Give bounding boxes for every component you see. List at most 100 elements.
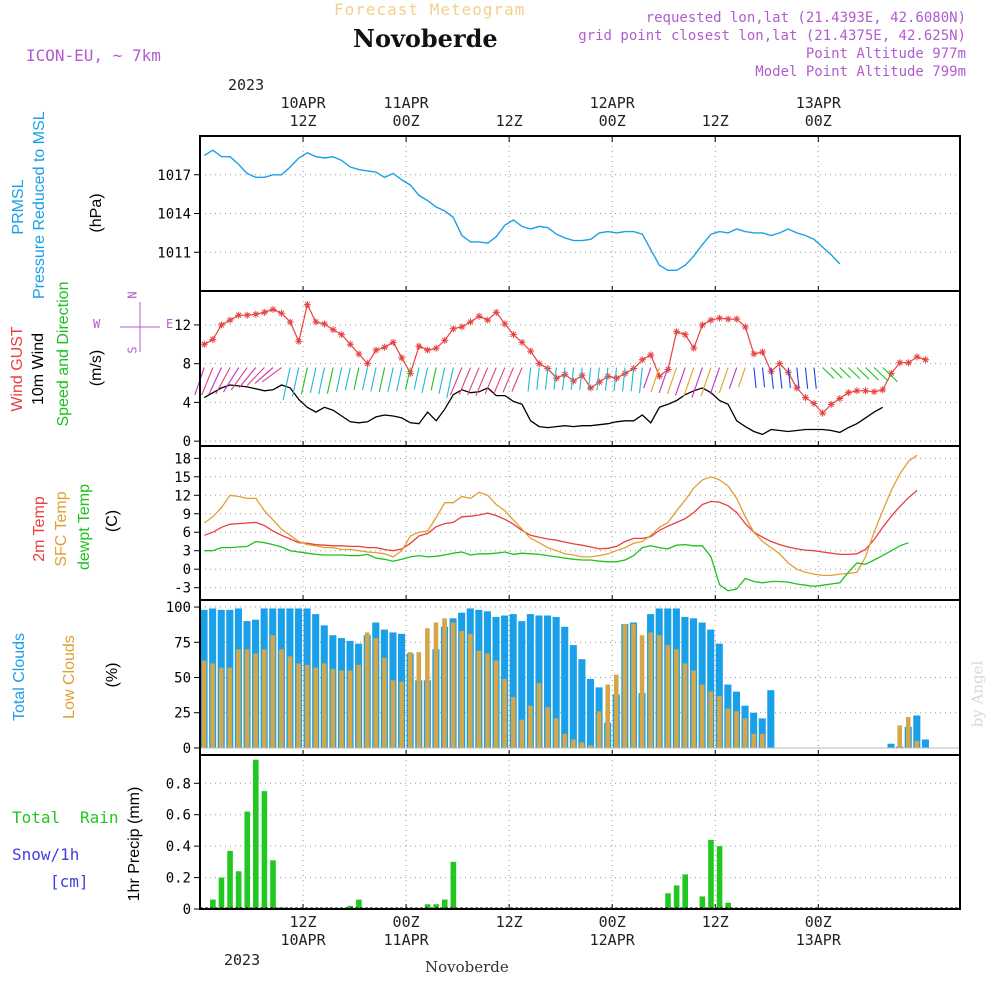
rain-bar bbox=[244, 811, 251, 909]
wind-arrow bbox=[344, 367, 351, 391]
sfc-temp-line bbox=[203, 454, 918, 577]
wind-arrow bbox=[361, 367, 368, 391]
y-tick-label: 0 bbox=[183, 902, 191, 918]
gust-marker bbox=[329, 326, 337, 334]
gust-marker bbox=[595, 378, 603, 386]
low-clouds-bar bbox=[691, 670, 696, 748]
gust-marker bbox=[793, 384, 801, 392]
panel-frame bbox=[199, 290, 961, 447]
wind-arrow bbox=[378, 367, 386, 393]
wind-arrow bbox=[291, 367, 300, 397]
bottom-year: 2023 bbox=[224, 951, 261, 969]
bottom-date-label: 10APR bbox=[280, 931, 326, 949]
wind-arrow bbox=[246, 367, 265, 386]
y-tick-label: 0.2 bbox=[166, 871, 191, 887]
panel-frame bbox=[199, 754, 961, 910]
y-tick-label: 9 bbox=[183, 507, 191, 523]
wind-arrow bbox=[238, 367, 257, 388]
low-clouds-bar bbox=[528, 705, 533, 748]
wind-arrow bbox=[579, 367, 583, 391]
wind-arrow bbox=[493, 367, 506, 395]
gust-marker bbox=[303, 301, 311, 309]
total-clouds-bar bbox=[913, 715, 921, 748]
y-tick-label: 0.6 bbox=[166, 808, 191, 824]
wind-arrow bbox=[230, 367, 248, 391]
total-clouds-bar bbox=[569, 645, 577, 748]
low-clouds-bar bbox=[339, 670, 344, 748]
rain-bar bbox=[699, 896, 706, 909]
low-clouds-bar bbox=[725, 708, 731, 748]
rain-bar bbox=[708, 839, 714, 909]
requested-coords: requested lon,lat (21.4393E, 42.6080N) bbox=[645, 10, 966, 26]
bottom-date-label: 13APR bbox=[795, 931, 841, 949]
low-clouds-bar bbox=[588, 745, 593, 748]
y-tick-label: 4 bbox=[183, 395, 191, 411]
wind-arrow bbox=[544, 367, 549, 390]
gust-marker bbox=[612, 374, 620, 382]
wind-arrow bbox=[335, 367, 343, 392]
wind-arrow bbox=[353, 367, 360, 390]
temp-2m-line bbox=[204, 489, 918, 556]
gust-marker bbox=[733, 315, 741, 323]
low-clouds-bar bbox=[699, 684, 705, 748]
wind-arrow bbox=[467, 367, 480, 396]
gust-marker bbox=[655, 372, 663, 380]
low-clouds-bar bbox=[364, 632, 370, 748]
top-time-label: 00Z bbox=[598, 112, 626, 130]
wind-arrow bbox=[536, 367, 540, 390]
top-date-label: 12APR bbox=[589, 94, 635, 112]
gust-marker bbox=[449, 325, 457, 333]
wind-arrow bbox=[638, 367, 643, 394]
y-tick-label: 6 bbox=[183, 525, 191, 541]
wind-arrow bbox=[387, 367, 394, 392]
wind-arrow bbox=[449, 367, 463, 396]
gust-marker bbox=[716, 314, 724, 322]
gust-marker bbox=[904, 359, 912, 367]
gust-marker bbox=[295, 337, 303, 345]
low-clouds-bar bbox=[510, 697, 516, 748]
gust-marker bbox=[561, 370, 569, 378]
total-clouds-bar bbox=[586, 678, 595, 748]
wind-arrow bbox=[208, 367, 222, 395]
gust-marker bbox=[870, 388, 878, 396]
rain-bar bbox=[433, 904, 439, 909]
pressure-line bbox=[203, 149, 841, 271]
wind-arrow bbox=[282, 367, 291, 401]
gust-marker bbox=[552, 374, 560, 382]
low-clouds-bar bbox=[218, 667, 224, 748]
gust-marker bbox=[381, 343, 389, 351]
low-clouds-bar bbox=[485, 653, 490, 748]
wind-arrow bbox=[413, 367, 420, 390]
total-clouds-bar bbox=[758, 718, 766, 748]
panel-frame bbox=[199, 445, 961, 601]
low-clouds-bar bbox=[450, 622, 456, 748]
wind-arrow bbox=[562, 367, 566, 391]
y-tick-label: 100 bbox=[166, 600, 191, 616]
compass-e: E bbox=[166, 317, 174, 331]
low-clouds-bar bbox=[553, 718, 559, 748]
wind-arrow bbox=[813, 367, 817, 389]
top-year: 2023 bbox=[228, 76, 265, 94]
gust-marker bbox=[209, 335, 217, 343]
y-tick-label: 1014 bbox=[157, 207, 191, 223]
total-clouds-bar bbox=[707, 629, 715, 748]
low-clouds-bar bbox=[665, 645, 671, 748]
rain-bar bbox=[424, 904, 431, 909]
wind-arrow bbox=[674, 367, 686, 396]
low-clouds-bar bbox=[468, 633, 473, 748]
wind-arrow bbox=[370, 367, 377, 392]
wind-arrow bbox=[691, 367, 703, 398]
wind-arrow bbox=[796, 367, 800, 389]
wind-line bbox=[203, 384, 884, 436]
low-clouds-bar bbox=[639, 635, 645, 748]
wind-arrow bbox=[738, 367, 746, 388]
wind-arrow bbox=[650, 367, 660, 393]
wind-arrow bbox=[856, 367, 870, 380]
gust-marker bbox=[492, 308, 500, 316]
wind-arrow bbox=[839, 367, 851, 379]
y-tick-label: 50 bbox=[174, 671, 191, 687]
low-clouds-bar bbox=[407, 652, 413, 748]
gust-marker bbox=[741, 323, 749, 331]
wind-arrow bbox=[865, 367, 880, 381]
